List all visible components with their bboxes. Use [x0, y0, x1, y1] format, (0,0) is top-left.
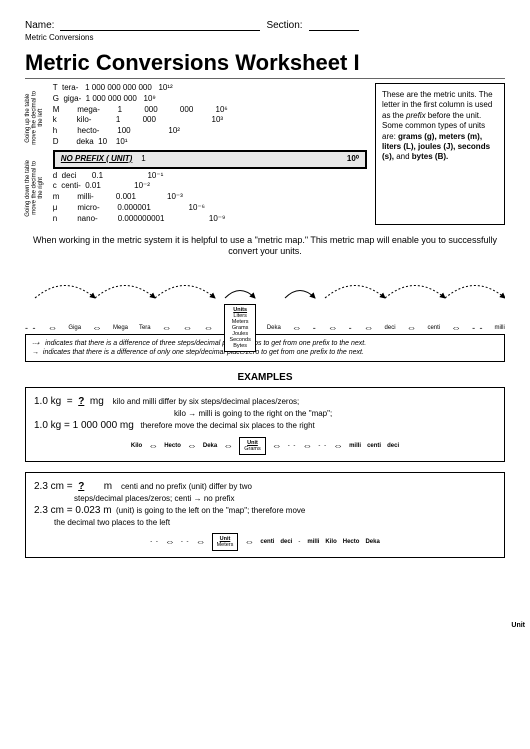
- noprefix-label: NO PREFIX ( UNIT): [61, 154, 133, 163]
- mm-node: Deka: [203, 443, 217, 449]
- sidebox-text: These are the metric units. The letter i…: [382, 90, 493, 161]
- map-node: Mega: [113, 325, 128, 331]
- map-tick: ⇔: [92, 323, 102, 334]
- prefix-row: T tera- 1 000 000 000 000 10¹²: [53, 83, 367, 94]
- mm-node: Kilo: [325, 539, 336, 545]
- units-box: Units Liters Meters Grams Joules Seconds…: [224, 304, 255, 352]
- mm-node: deci: [280, 539, 292, 545]
- mm-node: centi: [260, 539, 274, 545]
- stray-unit-label: Unit: [511, 622, 525, 629]
- subhead: Metric Conversions: [25, 33, 505, 42]
- map-arrows: [25, 268, 505, 304]
- ex2-note: centi and no prefix (unit) differ by two: [121, 482, 252, 491]
- prefix-row: c centi- 0.01 10⁻²: [53, 181, 367, 192]
- prefix-row: M mega- 1 000 000 10⁶: [53, 105, 367, 116]
- map-tick: ⇔: [183, 323, 193, 334]
- vlabel-down: Going down the table move the decimal to…: [25, 160, 45, 217]
- map-tick: ⇔: [204, 323, 214, 334]
- no-prefix-row: NO PREFIX ( UNIT) 1 10⁰: [53, 150, 367, 169]
- ex1-note2: kilo → milli is going to the right on th…: [34, 409, 496, 418]
- noprefix-one: 1: [141, 154, 145, 163]
- map-tick: ⇔: [364, 323, 374, 334]
- mm-node: Deka: [365, 539, 379, 545]
- mm-node: milli: [307, 539, 319, 545]
- section-label: Section:: [266, 20, 302, 31]
- prefix-row: n nano- 0.000000001 10⁻⁹: [53, 214, 367, 225]
- prefix-row: μ micro- 0.000001 10⁻⁶: [53, 203, 367, 214]
- prefix-row: h hecto- 100 10²: [53, 126, 367, 137]
- metric-map: - - ⇔ Giga ⇔ Mega Tera ⇔ ⇔ ⇔ Units Liter…: [25, 268, 505, 328]
- map-dash: -: [349, 323, 353, 333]
- mm-unit-box: UnitGrams: [239, 437, 266, 455]
- prefix-row: d deci 0.1 10⁻¹: [53, 171, 367, 182]
- map-dash: - -: [472, 323, 484, 333]
- ex1-note: kilo and milli differ by six steps/decim…: [113, 397, 300, 406]
- map-tick: ⇔: [162, 323, 172, 334]
- map-node: Giga: [68, 325, 81, 331]
- prefix-section: Going up the table move the decimal to t…: [25, 83, 505, 225]
- prefix-row: m milli- 0.001 10⁻³: [53, 192, 367, 203]
- map-tick: ⇔: [407, 323, 417, 334]
- example-1: 1.0 kg = ? mg kilo and milli differ by s…: [25, 387, 505, 462]
- map-node: Tera: [139, 325, 151, 331]
- ex2-anote2: the decimal two places to the left: [34, 518, 496, 527]
- ex1-q: 1.0 kg = ? mg: [34, 396, 104, 407]
- noprefix-exp: 10⁰: [347, 154, 359, 165]
- sidebox: These are the metric units. The letter i…: [375, 83, 505, 225]
- ex1-anote: therefore move the decimal six places to…: [140, 421, 314, 430]
- mm-node: deci: [387, 443, 399, 449]
- name-label: Name:: [25, 20, 54, 31]
- map-tick: ⇔: [292, 323, 302, 334]
- ex1-a: 1.0 kg = 1 000 000 mg: [34, 420, 134, 431]
- mm-node: Hecto: [164, 443, 181, 449]
- map-tick: ⇔: [47, 323, 57, 334]
- examples-heading: EXAMPLES: [25, 372, 505, 383]
- prefix-row: G giga- 1 000 000 000 10⁹: [53, 94, 367, 105]
- ex2-q: 2.3 cm = ? m: [34, 481, 112, 492]
- prefix-row: k kilo- 1 000 10³: [53, 115, 367, 126]
- map-dash: - -: [25, 323, 37, 333]
- map-node: milli: [495, 325, 505, 331]
- map-node: centi: [427, 325, 440, 331]
- intro-para: When working in the metric system it is …: [25, 235, 505, 258]
- ex1-minimap: Kilo⇔ Hecto⇔ Deka⇔ UnitGrams ⇔- -⇔- -⇔ m…: [34, 437, 496, 455]
- header-row: Name: Section:: [25, 20, 505, 31]
- units-item: Bytes: [229, 343, 250, 349]
- mm-node: centi: [367, 443, 381, 449]
- mm-unit-box: UnitMeters: [212, 533, 239, 551]
- mm-node: Hecto: [343, 539, 360, 545]
- ex2-note2: steps/decimal places/zeros; centi → no p…: [34, 494, 496, 503]
- vlabel-up: Going up the table move the decimal to t…: [25, 91, 45, 145]
- section-blank[interactable]: [309, 30, 359, 31]
- map-node: Deka: [267, 325, 281, 331]
- map-node: deci: [385, 325, 396, 331]
- map-dash: -: [313, 323, 317, 333]
- prefix-row: D deka 10 10¹: [53, 137, 367, 148]
- ex2-anote: (unit) is going to the left on the "map"…: [116, 506, 305, 515]
- example-2: 2.3 cm = ? m centi and no prefix (unit) …: [25, 472, 505, 558]
- mm-node: milli: [349, 443, 361, 449]
- ex2-minimap: - -⇔- -⇔ UnitMeters ⇔ centi deci- milli …: [34, 533, 496, 551]
- page-title: Metric Conversions Worksheet I: [25, 50, 505, 79]
- mm-node: Kilo: [131, 443, 142, 449]
- name-blank[interactable]: [60, 30, 260, 31]
- ex2-a: 2.3 cm = 0.023 m: [34, 505, 112, 516]
- map-tick: ⇔: [451, 323, 461, 334]
- map-tick: ⇔: [328, 323, 338, 334]
- prefix-table: T tera- 1 000 000 000 000 10¹² G giga- 1…: [53, 83, 367, 225]
